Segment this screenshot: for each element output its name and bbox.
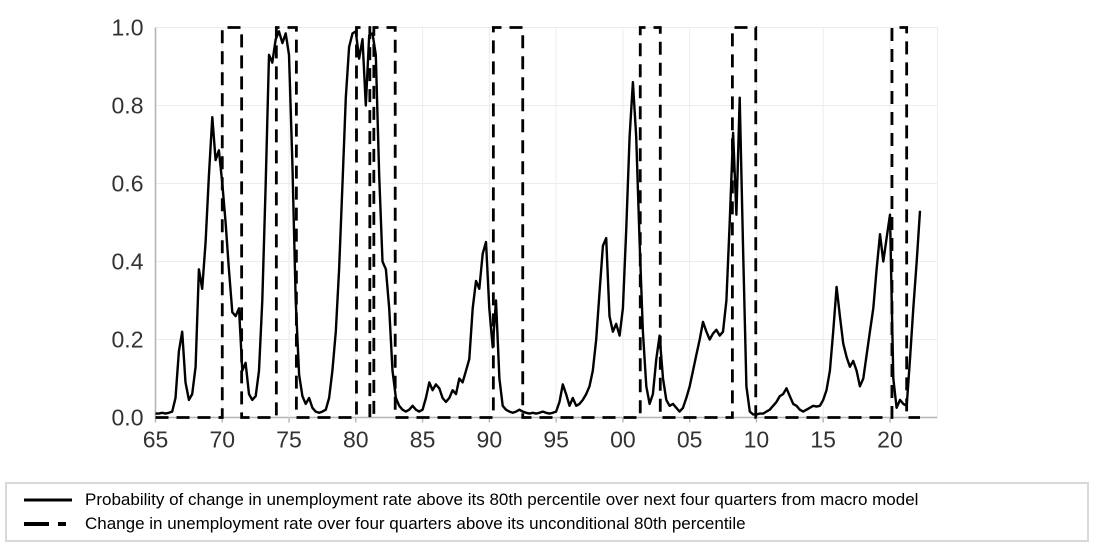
y-axis-tick-label: 0.0 [112,405,144,431]
x-axis-tick-label: 65 [143,427,169,453]
probability-series [155,30,922,416]
x-axis-tick-label: 85 [410,427,436,453]
x-axis-tick-label: 90 [477,427,503,453]
y-axis-tick-label: 0.6 [112,171,144,197]
legend-item-probability: Probability of change in unemployment ra… [21,490,1087,510]
legend: Probability of change in unemployment ra… [5,482,1089,542]
x-axis-tick-label: 70 [209,427,235,453]
x-axis-tick-label: 95 [543,427,569,453]
legend-label-probability: Probability of change in unemployment ra… [85,490,919,509]
dashed-line-icon [24,522,72,526]
x-axis-tick-label: 80 [343,427,369,453]
dashed-threshold-series [155,26,921,419]
x-axis-tick-label: 20 [877,427,903,453]
chart-canvas: 0.0 0.2 0.4 0.6 0.8 1.0 65 70 75 80 85 90 95 00 05 10 15… [112,15,938,453]
y-axis-tick-label: 0.2 [112,327,144,353]
y-axis-tick-label: 0.8 [112,93,144,119]
x-axis-tick-label: 00 [610,427,636,453]
x-axis-tick-label: 05 [677,427,703,453]
x-axis-tick-label: 15 [810,427,836,453]
legend-item-change: Change in unemployment rate over four qu… [21,514,1087,534]
x-axis-tick-label: 10 [744,427,770,453]
legend-label-change: Change in unemployment rate over four qu… [85,514,746,533]
solid-line-icon [24,498,72,502]
y-axis-tick-label: 0.4 [112,249,144,275]
x-axis-tick-label: 75 [276,427,302,453]
y-axis-tick-label: 1.0 [112,15,144,41]
